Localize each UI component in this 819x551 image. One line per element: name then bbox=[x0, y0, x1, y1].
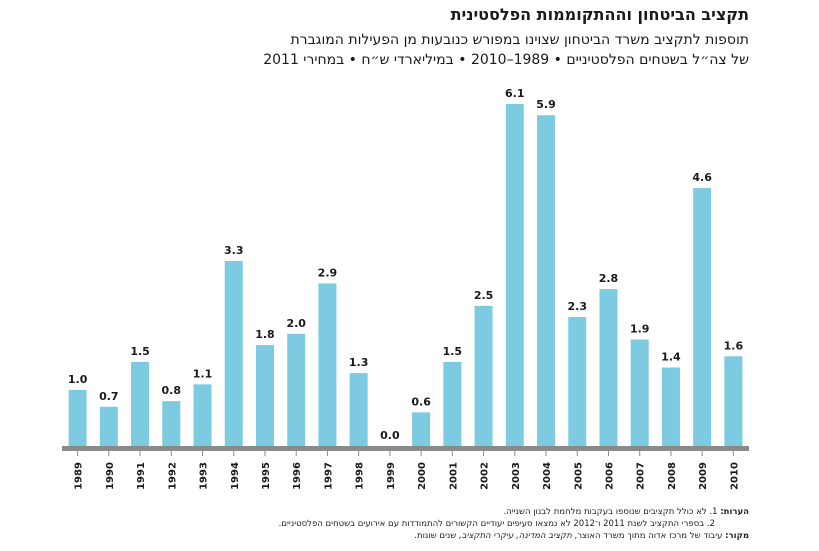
bar-chart: 1.0 1989 0.7 1990 1.5 1991 0.8 1992 1.1 1993 3.3 19… bbox=[62, 87, 749, 490]
x-tick-label-2003: 2003 bbox=[511, 462, 522, 490]
x-tick-label-1993: 1993 bbox=[199, 462, 210, 490]
x-tick-label-1991: 1991 bbox=[136, 462, 147, 490]
notes-line-1: הערות: 1. לא כולל תקציבים שנוספו בעקבות … bbox=[9, 506, 750, 518]
x-tick-label-1994: 1994 bbox=[230, 462, 241, 490]
x-tick-label-1995: 1995 bbox=[261, 462, 272, 490]
source-text-b: שנים שונות. bbox=[414, 531, 457, 541]
bar-2004 bbox=[537, 115, 556, 447]
bar-2005 bbox=[568, 317, 587, 446]
data-label-1991: 1.5 bbox=[130, 345, 150, 358]
bar-2003 bbox=[505, 104, 524, 446]
bar-1998 bbox=[349, 373, 368, 446]
source-text-a: עיבוד של מרכז אדוה מתוך משרד האוצר, bbox=[574, 531, 723, 541]
notes-line-2: 2. בספרי התקציב לשנת 2011 ו־2012 לא נמצא… bbox=[9, 518, 749, 530]
bar-1997 bbox=[318, 283, 337, 446]
x-tick-label-1996: 1996 bbox=[292, 462, 303, 490]
data-label-2007: 1.9 bbox=[630, 322, 650, 335]
note-2: 2. בספרי התקציב לשנת 2011 ו־2012 לא נמצא… bbox=[278, 519, 715, 529]
data-label-2010: 1.6 bbox=[724, 339, 744, 352]
data-label-1995: 1.8 bbox=[255, 328, 275, 341]
x-tick-label-2007: 2007 bbox=[636, 462, 647, 490]
bar-2000 bbox=[412, 412, 431, 446]
bar-2010 bbox=[724, 356, 743, 446]
source-line: מקור: עיבוד של מרכז אדוה מתוך משרד האוצר… bbox=[9, 530, 749, 542]
note-1: 1. לא כולל תקציבים שנוספו בעקבות מלחמת ל… bbox=[503, 507, 718, 517]
bar-2006 bbox=[599, 289, 618, 446]
bar-1996 bbox=[287, 333, 306, 446]
data-label-2001: 1.5 bbox=[443, 345, 463, 358]
bar-2001 bbox=[443, 361, 462, 446]
x-axis-line bbox=[62, 446, 749, 451]
x-tick-label-2000: 2000 bbox=[417, 462, 428, 490]
x-tick-label-1998: 1998 bbox=[355, 462, 366, 490]
chart-title: תקציב הביטחון וההתקוממות הפלסטינית bbox=[450, 5, 749, 24]
data-label-1997: 2.9 bbox=[318, 266, 338, 279]
x-tick-label-2002: 2002 bbox=[480, 462, 491, 490]
data-label-1992: 0.8 bbox=[162, 384, 182, 397]
data-label-2000: 0.6 bbox=[411, 395, 431, 408]
bar-1995 bbox=[255, 345, 274, 446]
data-label-1994: 3.3 bbox=[224, 244, 244, 257]
x-tick-label-1990: 1990 bbox=[105, 462, 116, 490]
bar-1991 bbox=[131, 361, 150, 446]
data-label-2005: 2.3 bbox=[568, 300, 588, 313]
notes-label: הערות: bbox=[720, 507, 749, 517]
data-label-2008: 1.4 bbox=[661, 351, 681, 364]
chart-subtitle-line-2: של צה״ל בשטחים הפלסטיניים • 1989–2010 • … bbox=[263, 52, 749, 68]
data-label-2006: 2.8 bbox=[599, 272, 619, 285]
x-tick-label-1992: 1992 bbox=[167, 462, 178, 490]
x-tick-label-2005: 2005 bbox=[573, 462, 584, 490]
data-label-2009: 4.6 bbox=[692, 171, 712, 184]
data-label-2003: 6.1 bbox=[505, 87, 525, 100]
source-label: מקור: bbox=[725, 531, 749, 541]
bar-2007 bbox=[630, 339, 649, 446]
bar-1992 bbox=[162, 401, 181, 446]
chart-subtitle-line-1: תוספות לתקציב משרד הביטחון שצוינו במפורש… bbox=[290, 32, 749, 48]
chart-notes: הערות: 1. לא כולל תקציבים שנוספו בעקבות … bbox=[9, 506, 749, 542]
bar-1989 bbox=[68, 389, 87, 446]
data-label-1996: 2.0 bbox=[286, 317, 306, 330]
x-tick-label-2001: 2001 bbox=[448, 462, 459, 490]
x-tick-label-2008: 2008 bbox=[667, 462, 678, 490]
x-tick-label-2006: 2006 bbox=[604, 462, 615, 490]
data-label-2002: 2.5 bbox=[474, 289, 494, 302]
x-tick-label-2004: 2004 bbox=[542, 462, 553, 490]
bar-2002 bbox=[474, 305, 493, 446]
bar-1994 bbox=[224, 260, 243, 446]
bar-2008 bbox=[661, 367, 680, 446]
data-label-1989: 1.0 bbox=[68, 373, 88, 386]
data-label-1998: 1.3 bbox=[349, 356, 369, 369]
x-tick-label-2010: 2010 bbox=[729, 462, 740, 490]
x-tick-label-2009: 2009 bbox=[698, 462, 709, 490]
data-label-1999: 0.0 bbox=[380, 429, 400, 442]
bar-1990 bbox=[99, 406, 118, 446]
x-tick-label-1989: 1989 bbox=[74, 462, 85, 490]
bar-1993 bbox=[193, 384, 212, 446]
source-text-italic: תקציב המדינה, עיקרי התקציב, bbox=[459, 531, 572, 541]
bar-2009 bbox=[693, 188, 712, 446]
data-label-1990: 0.7 bbox=[99, 390, 119, 403]
x-tick-label-1997: 1997 bbox=[323, 462, 334, 490]
x-tick-label-1999: 1999 bbox=[386, 462, 397, 490]
data-label-2004: 5.9 bbox=[536, 98, 556, 111]
data-label-1993: 1.1 bbox=[193, 367, 213, 380]
chart-header: תקציב הביטחון וההתקוממות הפלסטינית תוספו… bbox=[49, 4, 749, 70]
